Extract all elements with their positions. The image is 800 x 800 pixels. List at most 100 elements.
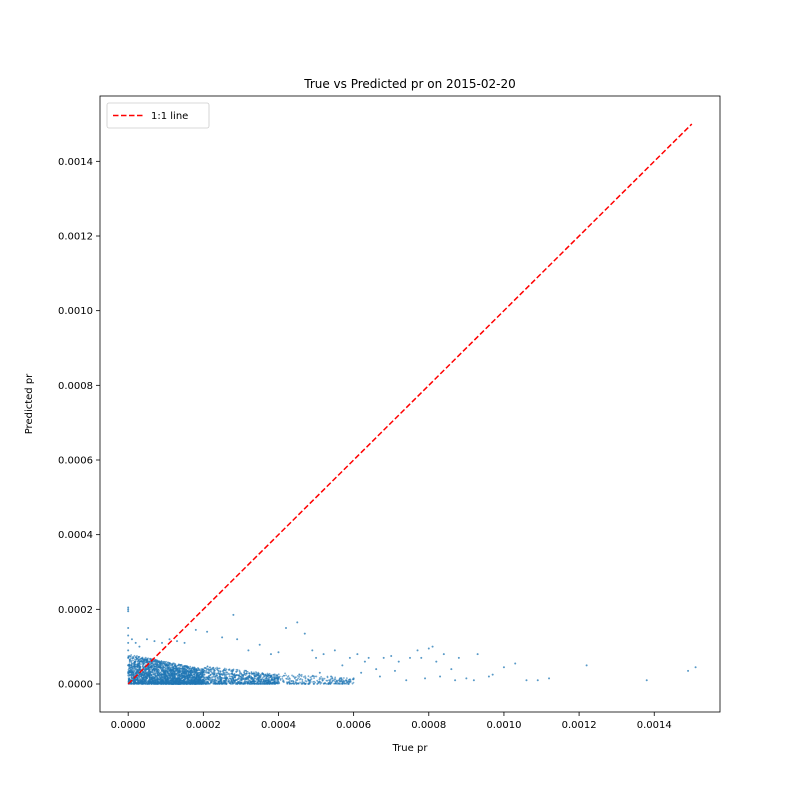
data-point <box>253 677 256 679</box>
data-point <box>154 674 157 677</box>
data-point <box>191 669 193 672</box>
data-point <box>356 653 359 656</box>
data-point <box>298 673 301 676</box>
data-point <box>320 678 322 680</box>
data-point <box>240 676 243 679</box>
data-point <box>141 660 144 663</box>
data-point <box>140 675 143 678</box>
data-point <box>142 676 144 679</box>
x-tick-label: 0.0002 <box>186 720 221 731</box>
data-point <box>310 675 313 678</box>
data-point <box>127 610 130 613</box>
data-point <box>225 668 228 671</box>
data-point <box>256 678 258 680</box>
data-point <box>255 671 257 673</box>
data-point <box>178 670 181 673</box>
data-point <box>234 676 236 679</box>
data-point <box>454 679 457 682</box>
data-point <box>295 683 298 685</box>
data-point <box>274 675 277 678</box>
data-point <box>220 676 223 679</box>
data-point <box>292 675 295 678</box>
data-point <box>154 679 157 682</box>
data-point <box>236 678 239 680</box>
data-point <box>281 680 284 683</box>
data-point <box>139 674 142 676</box>
data-point <box>227 668 230 671</box>
data-point <box>130 654 133 656</box>
data-point <box>284 672 286 675</box>
data-point <box>319 681 322 684</box>
data-point <box>304 677 307 680</box>
data-point <box>132 683 134 685</box>
data-point <box>194 628 197 631</box>
data-point <box>169 666 172 669</box>
data-point <box>146 661 149 663</box>
data-point <box>240 682 243 685</box>
data-point <box>212 674 215 677</box>
data-point <box>332 679 335 682</box>
data-point <box>152 672 155 675</box>
data-point <box>339 680 342 683</box>
data-point <box>409 656 411 659</box>
data-point <box>130 666 133 669</box>
data-point <box>159 665 162 668</box>
data-point <box>136 665 139 668</box>
data-point <box>137 663 140 665</box>
data-point <box>227 680 230 683</box>
data-point <box>243 679 246 682</box>
data-point <box>186 669 189 672</box>
data-point <box>180 664 183 667</box>
data-point <box>222 668 225 671</box>
data-point <box>245 672 248 675</box>
data-point <box>166 666 168 669</box>
data-point <box>312 675 315 678</box>
data-point <box>225 674 227 677</box>
data-point <box>343 680 346 683</box>
data-point <box>155 660 158 662</box>
data-point <box>201 681 204 684</box>
data-point <box>288 682 291 685</box>
data-point <box>159 671 162 674</box>
data-point <box>363 660 366 663</box>
data-point <box>180 667 182 670</box>
data-point <box>243 672 246 675</box>
data-point <box>150 671 152 674</box>
data-point <box>163 666 165 669</box>
data-point <box>143 677 146 680</box>
data-point <box>218 678 221 680</box>
data-point <box>318 678 321 681</box>
data-point <box>205 672 208 674</box>
data-point <box>231 683 234 685</box>
data-point <box>300 675 303 678</box>
data-point <box>278 681 280 684</box>
data-point <box>143 672 146 674</box>
data-point <box>273 675 275 678</box>
data-point <box>247 681 250 684</box>
data-point <box>238 682 241 685</box>
data-point <box>144 656 147 659</box>
data-point <box>150 657 152 660</box>
data-point <box>211 672 214 675</box>
data-point <box>188 670 191 673</box>
data-point <box>155 663 158 666</box>
data-point <box>207 678 210 681</box>
data-point <box>197 672 199 675</box>
data-point <box>390 655 393 657</box>
data-point <box>333 682 335 685</box>
data-point <box>347 682 350 685</box>
data-point <box>172 679 175 681</box>
data-point <box>183 679 185 681</box>
data-point <box>193 678 196 681</box>
data-point <box>232 613 235 616</box>
data-point <box>214 677 217 680</box>
data-point <box>152 679 155 682</box>
data-point <box>171 683 174 685</box>
data-point <box>171 666 174 669</box>
data-point <box>153 660 155 663</box>
data-point <box>367 656 370 659</box>
data-point <box>181 669 184 671</box>
data-point <box>130 682 133 685</box>
data-point <box>127 656 130 659</box>
chart-title: True vs Predicted pr on 2015-02-20 <box>303 77 515 91</box>
